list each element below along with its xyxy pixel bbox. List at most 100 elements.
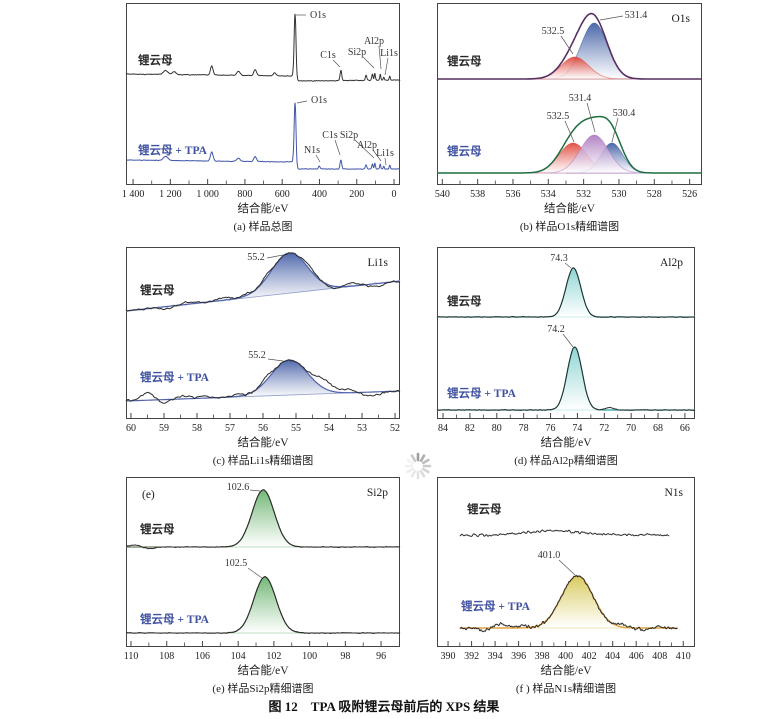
raw-data-curve [125,359,401,404]
x-axis-label: 结合能/eV [237,201,289,215]
peak-annotation: 401.0 [538,550,561,561]
annotation-callout-line [378,45,382,70]
x-tick-label: 400 [558,651,573,662]
panel-c-plot: 60 59 58 57 56 55 54 53 52 结合能/eV Li1s 锂云母 55.2 锂云母 +… [125,247,401,451]
corner-label: O1s [671,13,690,25]
x-tick-label: 1 000 [196,189,219,200]
peak-annotation: Al2p [364,36,384,47]
x-axis-label: 结合能/eV [237,435,289,449]
fitted-component-peak [510,575,645,629]
annotation-callout-line [562,333,574,348]
panel-b-caption: (b) 样品O1s精细谱图 [519,221,620,233]
x-tick-label: 528 [647,189,662,200]
x-tick-label: 60 [126,423,136,434]
x-tick-label: 540 [435,189,450,200]
spinner-svg [404,452,432,480]
peak-annotation: Li1s [380,48,398,59]
x-tick-label: 70 [626,423,636,434]
x-tick-label: 53 [357,423,367,434]
raw-data-curve [436,346,696,411]
envelope-curve [125,252,401,312]
x-tick-label: 408 [652,651,667,662]
x-tick-label: 56 [258,423,268,434]
spectrum-curve [459,529,670,537]
x-tick-label: 0 [392,189,397,200]
plot-box [126,3,400,185]
peak-annotation: 531.4 [625,10,648,21]
raw-data-curve [125,489,401,550]
x-tick-label: 800 [237,189,252,200]
x-axis-label: 结合能/eV [237,663,289,677]
peak-annotation: C1s [320,50,336,61]
peak-annotation: N1s [304,145,320,156]
spectrum-curve [125,13,401,82]
peak-annotation: 532.5 [547,111,570,122]
x-axis-label: 结合能/eV [544,201,596,215]
peak-annotation: C1s [322,130,338,141]
panel-b-plot: 540 538 536 534 532 530 528 526 结合能/eV O1s 锂云母 532.… [435,3,702,217]
annotation-callout-line [247,567,263,579]
x-tick-label: 82 [465,423,475,434]
plot-box [437,477,695,647]
x-tick-label: 84 [438,423,448,434]
raw-data-curve [459,574,678,633]
x-tick-label: 74 [572,423,582,434]
x-tick-label: 532 [576,189,591,200]
x-tick-label: 96 [376,651,386,662]
x-tick-label: 402 [582,651,597,662]
annotation-callout-line [564,262,572,269]
panel-f-n1s-spectrum: 390 392 394 396 398 400 402 404 406 408 410 结合能/eV N… [437,477,695,696]
annotation-callout-line [315,154,321,163]
corner-label-tl: (e) [142,489,155,501]
fitted-component-peak [534,134,654,174]
panel-f-caption: (f ) 样品N1s精细谱图 [515,683,617,695]
corner-label: Li1s [368,257,389,269]
panel-a-caption: (a) 样品总图 [233,221,293,233]
fitted-component-peak [543,346,606,411]
peak-annotation: O1s [311,95,327,106]
annotation-callout-line [249,489,261,492]
spectrum-curve [125,102,401,170]
peak-annotation: Li1s [376,148,394,159]
x-tick-label: 100 [302,651,317,662]
sample-label: 锂云母 + TPA [140,612,210,626]
x-tick-label: 410 [676,651,691,662]
x-tick-label: 76 [546,423,556,434]
x-tick-label: 1 400 [122,189,145,200]
fitted-component-peak [213,252,366,302]
x-tick-label: 538 [470,189,485,200]
annotation-callout-line [558,559,576,576]
x-tick-label: 406 [629,651,644,662]
x-tick-label: 1 200 [159,189,182,200]
annotation-callout-line [586,102,596,133]
x-tick-label: 98 [340,651,350,662]
plot-box [437,3,702,185]
fitted-component-peak [216,489,310,548]
x-tick-label: 534 [541,189,556,200]
fitted-component-peak [218,576,312,634]
sample-label: 锂云母 + TPA [461,599,531,613]
plot-box [437,247,695,419]
panel-e-svg: 110 108 106 104 102 100 98 96 结合能/eV Si2p (e) 锂云母 10… [124,477,401,677]
figure-caption: 图 12 TPA 吸附锂云母前后的 XPS 结果 [268,699,500,714]
peak-annotation: 74.2 [547,324,565,335]
peak-annotation: O1s [310,10,326,21]
raw-data-curve [125,575,401,635]
annotation-callout-line [384,157,387,166]
sample-label: 锂云母 [140,283,175,297]
x-tick-label: 394 [488,651,503,662]
panel-e-plot: 110 108 106 104 102 100 98 96 结合能/eV Si2p (e) 锂云母 10… [124,477,401,679]
peak-annotation: 74.3 [550,253,568,264]
x-tick-label: 66 [680,423,690,434]
x-tick-label: 57 [225,423,235,434]
x-tick-label: 55 [291,423,301,434]
corner-label: Si2p [367,487,388,499]
x-tick-label: 106 [195,651,210,662]
annotation-callout-line [599,15,624,21]
x-tick-label: 396 [511,651,526,662]
panel-f-plot: 390 392 394 396 398 400 402 404 406 408 410 结合能/eV N… [437,477,695,679]
plot-box [126,477,400,647]
fitted-component-peak [542,267,605,318]
sample-label: 锂云母 [447,294,482,308]
annotation-callout-line [267,358,284,362]
